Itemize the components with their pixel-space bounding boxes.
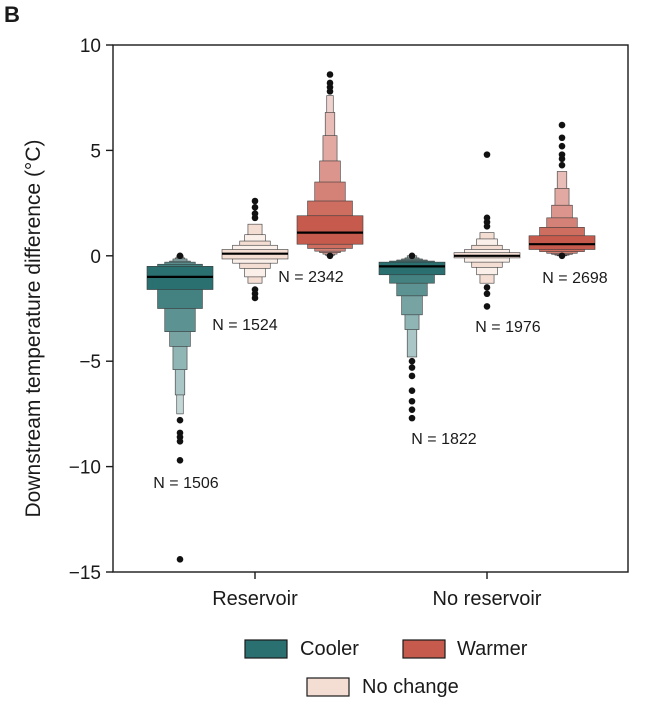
chart-marks: [146, 71, 596, 563]
outlier-point: [558, 134, 566, 142]
boxen-warmer-reservoir: [296, 71, 364, 260]
outlier-point: [408, 364, 416, 371]
y-tick-label: 0: [90, 247, 101, 268]
boxen-warmer-no-reservoir: [528, 121, 596, 260]
x-category-label: No reservoir: [433, 588, 542, 610]
legend-swatch: [306, 677, 350, 697]
y-tick-label: 10: [80, 36, 101, 57]
boxen-cooler-reservoir: [146, 252, 214, 563]
outlier-point: [251, 210, 259, 217]
outlier-point: [408, 372, 416, 380]
outlier-point: [483, 290, 491, 298]
outlier-point: [408, 397, 416, 405]
outlier-point: [408, 406, 416, 413]
outlier-point: [326, 79, 334, 87]
legend-label: Cooler: [300, 638, 359, 660]
x-category-label: Reservoir: [212, 588, 298, 610]
n-label: N = 1506: [153, 475, 218, 492]
chart-text: 10 5 0 −5 −10 −15 Downstream temperature diffe…: [22, 36, 608, 610]
boxen-box: [378, 261, 446, 276]
y-tick-label: −15: [69, 563, 101, 584]
panel-letter: B: [4, 2, 20, 27]
n-label: N = 1524: [212, 317, 277, 334]
n-label: N = 1976: [475, 319, 540, 336]
legend-label: Warmer: [457, 638, 528, 660]
outlier-point: [558, 252, 566, 260]
outlier-point: [408, 387, 416, 395]
legend-label: No change: [362, 676, 459, 698]
outlier-point: [176, 556, 184, 563]
n-label: N = 1822: [411, 431, 476, 448]
legend: Cooler Warmer No change: [244, 638, 528, 698]
outlier-point: [558, 142, 566, 150]
outlier-point: [408, 414, 416, 422]
boxen-box: [296, 215, 364, 245]
n-label: N = 2342: [278, 269, 343, 286]
legend-swatch: [244, 639, 288, 659]
outlier-point: [176, 456, 184, 464]
outlier-point: [176, 252, 184, 260]
outlier-point: [251, 204, 259, 211]
y-tick-label: −5: [79, 352, 101, 373]
outlier-point: [326, 252, 334, 260]
y-tick-label: 5: [90, 141, 101, 162]
outlier-point: [483, 303, 491, 310]
outlier-point: [558, 161, 566, 169]
outlier-point: [483, 214, 491, 222]
outlier-point: [408, 252, 416, 260]
outlier-point: [326, 71, 334, 78]
y-axis-label: Downstream temperature difference (°C): [22, 140, 45, 518]
plot-frame: [112, 44, 629, 573]
outlier-point: [251, 197, 259, 205]
outlier-point: [251, 294, 259, 302]
outlier-point: [408, 357, 416, 365]
outlier-point: [176, 416, 184, 424]
outlier-point: [483, 151, 491, 158]
legend-swatch: [402, 639, 446, 659]
n-label: N = 2698: [542, 270, 607, 287]
boxen-cooler-no-reservoir: [378, 252, 446, 422]
boxen-no-change-reservoir: [221, 197, 289, 302]
boxen-no-change-no-reservoir: [453, 151, 521, 310]
outlier-point: [483, 284, 491, 291]
outlier-point: [558, 121, 566, 129]
outlier-point: [176, 438, 184, 445]
boxen-box: [528, 235, 596, 250]
outlier-point: [558, 151, 566, 158]
axes: [106, 44, 629, 579]
y-tick-label: −10: [69, 458, 101, 479]
